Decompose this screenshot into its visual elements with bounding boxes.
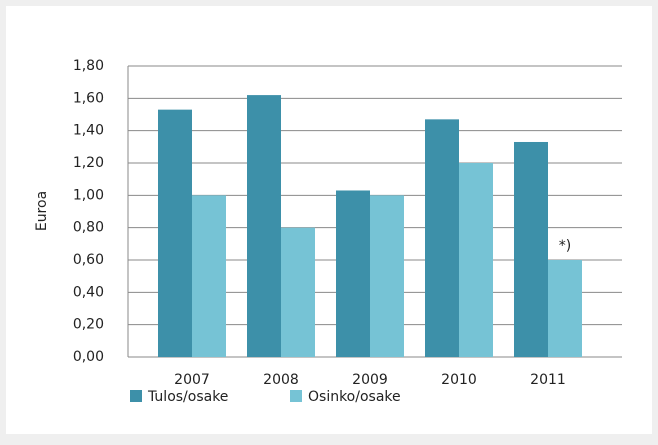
bar (370, 195, 404, 357)
y-axis-title: Euroa (34, 191, 50, 231)
x-tick-label: 2007 (174, 372, 210, 388)
y-tick-label: 0,20 (73, 317, 104, 333)
x-tick-label: 2011 (530, 372, 566, 388)
y-tick-label: 0,60 (73, 252, 104, 268)
y-tick-label: 0,00 (73, 349, 104, 365)
bar (192, 195, 226, 357)
bar (548, 260, 582, 357)
bar (425, 119, 459, 357)
y-tick-label: 0,40 (73, 284, 104, 300)
y-tick-label: 1,40 (73, 123, 104, 139)
x-tick-label: 2010 (441, 372, 477, 388)
x-tick-label: 2009 (352, 372, 388, 388)
legend-swatch (290, 390, 302, 402)
x-tick-label: 2008 (263, 372, 299, 388)
bar (158, 109, 192, 358)
y-tick-label: 1,80 (73, 58, 104, 74)
bar (281, 227, 315, 357)
y-tick-label: 1,00 (73, 187, 104, 203)
legend-swatch (130, 390, 142, 402)
y-tick-label: 1,20 (73, 155, 104, 171)
bar (514, 141, 548, 357)
y-tick-label: 1,60 (73, 90, 104, 106)
bar (336, 190, 370, 357)
bar (459, 163, 493, 357)
legend-label: Osinko/osake (308, 389, 401, 405)
y-tick-label: 0,80 (73, 220, 104, 236)
legend-label: Tulos/osake (147, 389, 228, 405)
bar (247, 95, 281, 357)
annotation: *) (559, 238, 571, 254)
